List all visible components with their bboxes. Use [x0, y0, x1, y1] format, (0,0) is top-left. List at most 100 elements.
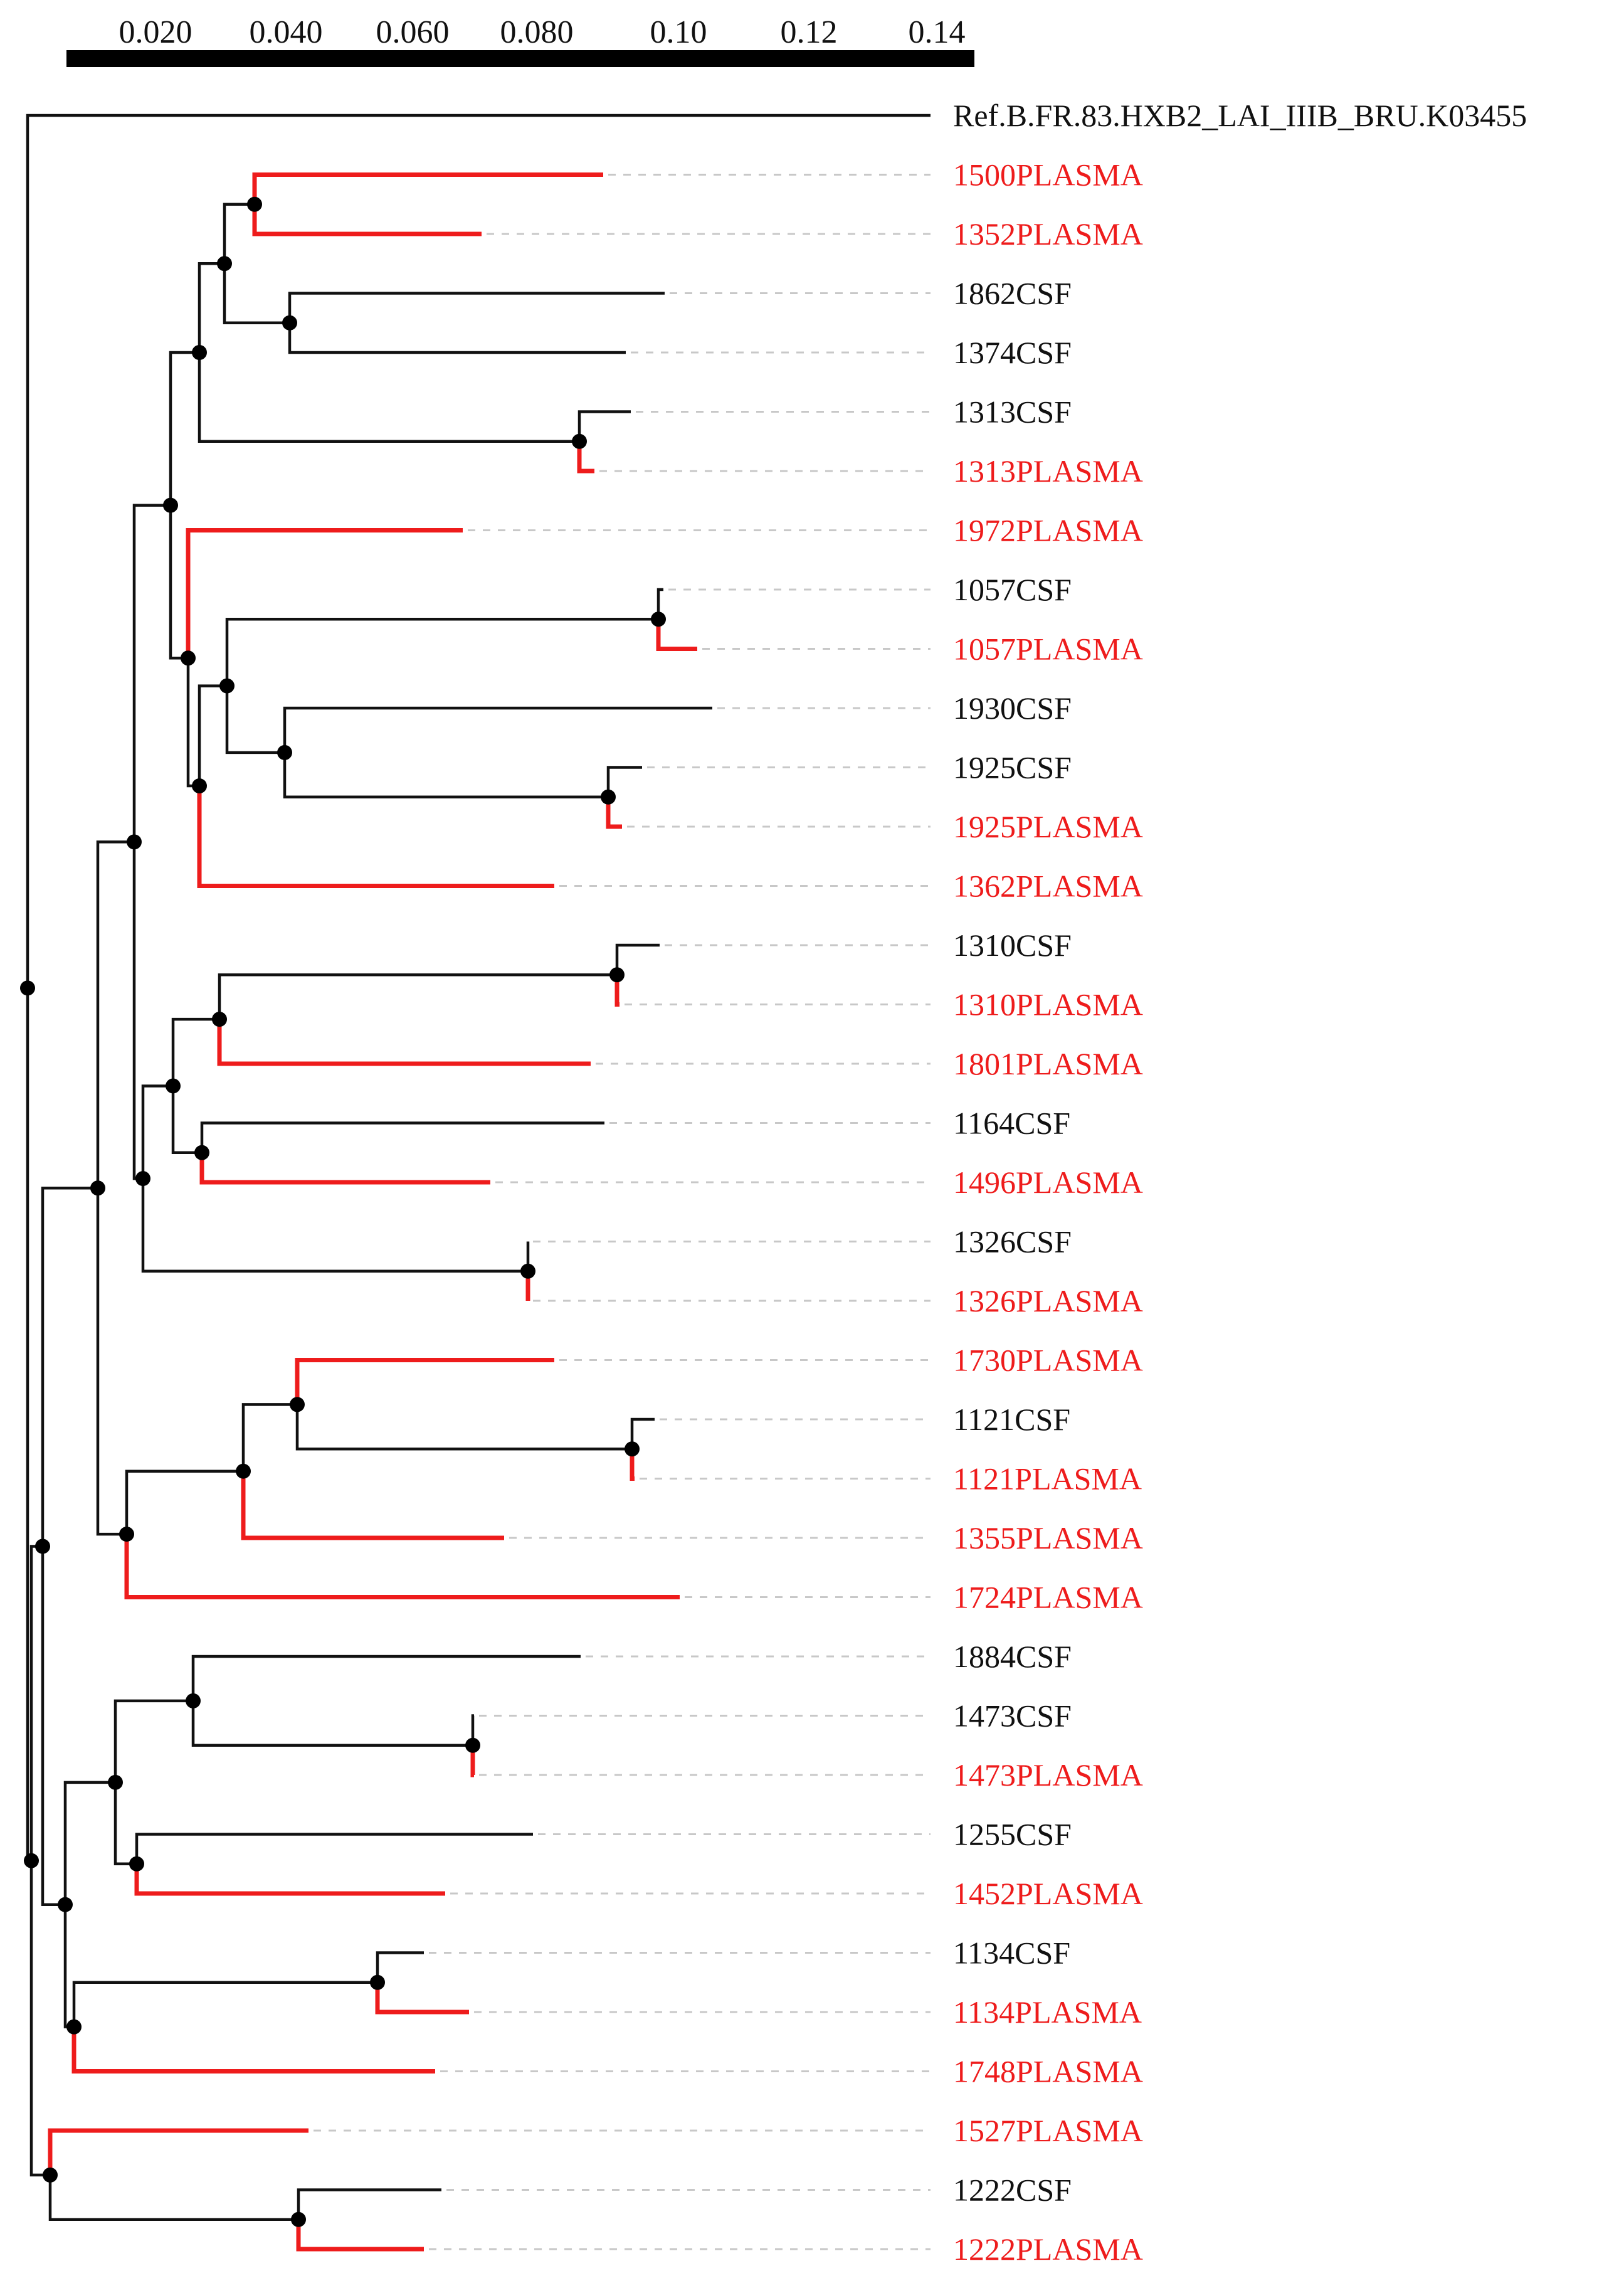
- tip-label: 1057PLASMA: [953, 632, 1143, 667]
- tree-node: [219, 678, 235, 694]
- tip-label: 1313CSF: [953, 395, 1072, 430]
- tree-branch: [134, 1863, 445, 1896]
- tree-node: [90, 1180, 105, 1196]
- tree-node: [370, 1974, 385, 1990]
- tree-branch: [218, 973, 617, 1020]
- tree-node: [277, 744, 292, 760]
- scale-tick-label: 0.080: [500, 14, 574, 50]
- tree-branch: [295, 1358, 554, 1405]
- tip-label: 1255CSF: [953, 1817, 1072, 1852]
- tree-branch: [125, 1470, 243, 1535]
- tip-label: 1925CSF: [953, 750, 1072, 785]
- tip-label: 1326CSF: [953, 1224, 1072, 1259]
- tip-label: 1930CSF: [953, 691, 1072, 726]
- tree-node: [212, 1012, 227, 1027]
- tree-node: [43, 2167, 58, 2183]
- tree-branch: [283, 752, 608, 798]
- tree-branch: [197, 786, 554, 888]
- scale-tick-label: 0.060: [376, 14, 450, 50]
- tree-branch: [48, 2128, 308, 2175]
- tree-node: [217, 256, 232, 272]
- tree-branch: [132, 504, 171, 842]
- tip-label: 1748PLASMA: [953, 2054, 1143, 2089]
- tree-branch: [48, 2174, 298, 2221]
- scale-tick-label: 0.020: [119, 14, 192, 50]
- tree-branch: [96, 840, 134, 1189]
- tip-label: 1925PLASMA: [953, 809, 1143, 844]
- tree-branch: [288, 322, 626, 354]
- tree-branch: [29, 1545, 43, 1861]
- tip-label: 1310PLASMA: [953, 987, 1143, 1022]
- tip-label: 1972PLASMA: [953, 513, 1143, 548]
- tree-branch: [71, 2026, 435, 2074]
- tip-label: 1862CSF: [953, 276, 1072, 311]
- tip-labels: Ref.B.FR.83.HXB2_LAI_IIIB_BRU.K03455 1500…: [953, 98, 1527, 2267]
- tip-label: 1355PLASMA: [953, 1520, 1143, 1555]
- tree-node: [601, 789, 616, 805]
- tree-node: [282, 315, 297, 331]
- tree-node: [135, 1171, 150, 1187]
- scale-bar: 0.020 0.040 0.060 0.080 0.10 0.12 0.14: [66, 14, 974, 67]
- tree-branch: [141, 1084, 173, 1179]
- tree-branch: [191, 1700, 473, 1747]
- tree-node: [609, 967, 625, 983]
- tree-branch: [200, 1121, 604, 1153]
- tree-branch: [630, 1417, 655, 1449]
- tree-branch: [72, 1981, 377, 2027]
- tree-node: [290, 1397, 305, 1412]
- tree-branch: [217, 1019, 591, 1066]
- tree-node: [236, 1463, 251, 1479]
- tree-branch: [252, 172, 603, 204]
- tip-label: 1452PLASMA: [953, 1876, 1143, 1911]
- tree-branch: [113, 1782, 137, 1865]
- tree-branch: [198, 262, 224, 352]
- tree-node: [166, 1078, 181, 1094]
- tip-label: 1473PLASMA: [953, 1757, 1143, 1793]
- tip-label: 1374CSF: [953, 335, 1072, 370]
- tip-label: 1313PLASMA: [953, 453, 1143, 489]
- tree-branch: [283, 706, 712, 753]
- tree-branch: [41, 1546, 65, 1906]
- tree-branch: [295, 1404, 632, 1451]
- tree-node: [35, 1539, 50, 1554]
- tip-label: Ref.B.FR.83.HXB2_LAI_IIIB_BRU.K03455: [953, 98, 1527, 133]
- tree-branch: [630, 1449, 635, 1481]
- tree-branch: [656, 619, 697, 651]
- tree-branch: [124, 1534, 680, 1599]
- tree-node: [520, 1263, 535, 1279]
- leader-lines: [314, 174, 931, 2250]
- tree-branch: [288, 292, 665, 323]
- tip-label: 1326PLASMA: [953, 1283, 1143, 1318]
- tree-branch: [198, 352, 579, 443]
- tip-label: 1801PLASMA: [953, 1046, 1143, 1081]
- tree-branch: [614, 975, 620, 1007]
- tree-branch: [252, 204, 482, 236]
- tree-branch: [26, 114, 931, 988]
- tree-node: [465, 1737, 480, 1753]
- tree-branch: [141, 1178, 528, 1273]
- tree-branch: [297, 2188, 441, 2220]
- tree-branch: [241, 1471, 504, 1540]
- tree-branch: [241, 1403, 297, 1471]
- tip-label: 1310CSF: [953, 928, 1072, 963]
- tree-node: [66, 2019, 82, 2035]
- tip-label: 1134CSF: [953, 1936, 1070, 1971]
- tree-branch: [186, 528, 463, 659]
- tree-branch: [471, 1714, 475, 1745]
- scale-tick-label: 0.12: [781, 14, 838, 50]
- tree-branches: [26, 114, 931, 2252]
- tree-node: [194, 1145, 209, 1160]
- tree-node: [247, 196, 262, 212]
- tree-node: [20, 980, 35, 996]
- tree-branch: [198, 684, 227, 786]
- tip-label: 1527PLASMA: [953, 2113, 1143, 2148]
- scale-tick-label: 0.14: [909, 14, 966, 50]
- tree-branch: [577, 441, 594, 474]
- tree-node: [119, 1527, 134, 1542]
- tree-node: [127, 834, 142, 850]
- tree-node: [58, 1897, 73, 1912]
- tree-branch: [223, 203, 255, 264]
- tree-nodes: [20, 196, 666, 2227]
- tree-branch: [225, 618, 658, 686]
